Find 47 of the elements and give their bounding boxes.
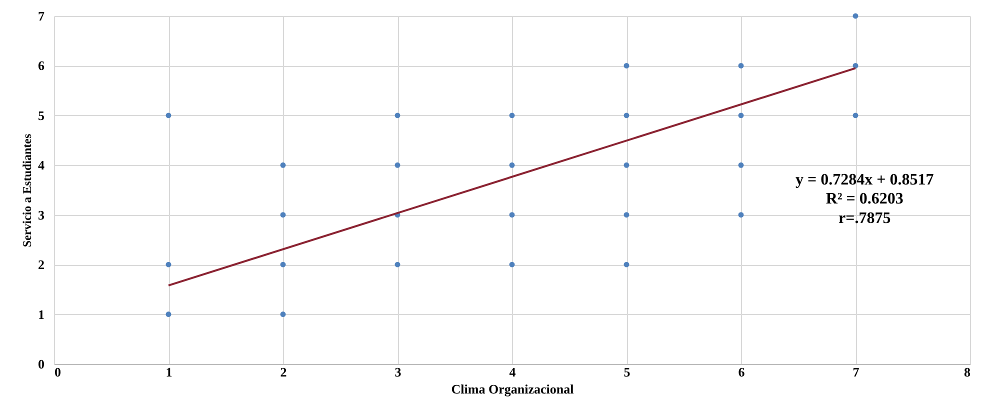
point: [624, 262, 630, 268]
point: [280, 262, 286, 268]
x-tick-label: 3: [394, 364, 402, 380]
point: [738, 162, 744, 168]
point: [509, 262, 515, 268]
point: [624, 62, 630, 68]
annotation: R² = 0.6203: [826, 190, 904, 208]
point: [166, 262, 172, 268]
annotation: y = 0.7284x + 0.8517: [796, 172, 934, 189]
point: [166, 112, 172, 118]
point: [852, 13, 858, 19]
point: [509, 212, 515, 218]
x-tick-label: 6: [738, 364, 746, 380]
x-tick-label: 0: [54, 364, 61, 380]
point: [624, 162, 630, 168]
x-axis-title: Clima Organizacional: [451, 382, 574, 396]
y-axis-title: Servicio a Estudiantes: [20, 134, 34, 248]
y-tick-label: 1: [38, 306, 44, 322]
point: [394, 112, 400, 118]
x-tick-label: 7: [852, 364, 860, 380]
x-tick-label: 4: [509, 364, 516, 380]
y-tick-label: 5: [38, 108, 45, 123]
point: [738, 62, 744, 68]
point: [738, 112, 744, 118]
y-tick-label: 3: [38, 207, 45, 222]
x-tick-label: 5: [624, 364, 631, 380]
point: [280, 212, 286, 218]
x-tick-label: 8: [964, 364, 971, 380]
annotation: r=.7875: [838, 210, 891, 227]
point: [624, 212, 630, 218]
y-tick-label: 2: [38, 257, 44, 272]
y-tick-label: 7: [38, 8, 45, 24]
point: [280, 312, 286, 318]
point: [394, 162, 400, 168]
point: [852, 112, 858, 118]
point: [509, 112, 515, 118]
x-tick-label: 1: [166, 364, 172, 380]
point: [738, 212, 744, 218]
point: [166, 312, 172, 318]
y-tick-label: 4: [38, 158, 45, 173]
x-tick-label: 2: [280, 364, 287, 380]
point: [280, 162, 286, 168]
y-tick-label: 6: [38, 58, 45, 74]
point: [624, 112, 630, 118]
point: [509, 162, 515, 168]
point: [852, 62, 858, 68]
point: [394, 262, 400, 268]
